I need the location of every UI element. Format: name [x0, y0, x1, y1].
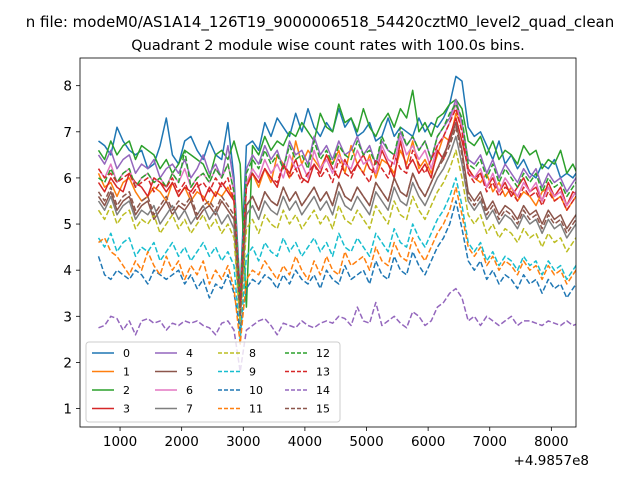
- series-line-11: [98, 186, 576, 345]
- x-tick-label: 2000: [164, 434, 198, 450]
- x-tick-label: 7000: [473, 434, 507, 450]
- legend-label-3: 3: [123, 403, 130, 416]
- legend-label-10: 10: [249, 384, 263, 397]
- x-offset-label: +4.9857e8: [514, 453, 589, 469]
- x-axis: 1000 2000 3000 4000 5000 6000 7000 8000: [103, 427, 569, 450]
- series-line-13: [97, 107, 576, 308]
- legend-label-12: 12: [316, 347, 330, 360]
- series-line-6: [97, 103, 576, 304]
- legend-label-8: 8: [249, 347, 256, 360]
- y-tick-label: 1: [63, 402, 72, 418]
- y-tick-label: 5: [63, 217, 72, 233]
- y-tick-label: 8: [63, 79, 72, 95]
- series-line-12: [98, 103, 576, 304]
- y-tick-label: 6: [63, 171, 72, 187]
- legend-label-9: 9: [249, 366, 256, 379]
- legend-label-6: 6: [186, 384, 193, 397]
- legend-label-11: 11: [249, 403, 263, 416]
- y-tick-label: 2: [63, 355, 72, 371]
- series-line-4: [97, 98, 576, 313]
- legend-label-0: 0: [123, 347, 130, 360]
- legend-label-14: 14: [316, 384, 330, 397]
- series-line-9: [97, 177, 576, 341]
- series-line-7: [97, 135, 576, 322]
- series-line-3: [97, 117, 576, 299]
- series-line-14: [98, 287, 576, 373]
- chart-title: Quadrant 2 module wise count rates with …: [131, 38, 525, 54]
- y-tick-label: 7: [63, 125, 72, 141]
- series-line-0: [98, 75, 576, 294]
- legend-label-7: 7: [186, 403, 193, 416]
- legend-label-4: 4: [186, 347, 193, 360]
- x-tick-label: 8000: [534, 434, 568, 450]
- series-line-10: [97, 200, 576, 331]
- x-tick-label: 4000: [288, 434, 322, 450]
- figure-suptitle: n file: modeM0/AS1A14_126T19_9000006518_…: [26, 13, 615, 32]
- plot-area-frame: [79, 57, 577, 428]
- series-line-15: [97, 126, 576, 318]
- legend-label-15: 15: [316, 403, 330, 416]
- x-tick-label: 3000: [226, 434, 260, 450]
- series-layer: [97, 75, 576, 373]
- x-tick-label: 5000: [349, 434, 383, 450]
- legend-label-5: 5: [186, 366, 193, 379]
- series-line-2: [97, 89, 576, 308]
- y-tick-label: 4: [63, 263, 72, 279]
- legend-label-13: 13: [316, 366, 330, 379]
- legend-label-1: 1: [123, 366, 130, 379]
- x-tick-label: 6000: [411, 434, 445, 450]
- series-line-8: [97, 149, 576, 327]
- x-tick-label: 1000: [103, 434, 137, 450]
- y-tick-label: 3: [63, 309, 72, 325]
- legend-label-2: 2: [123, 384, 130, 397]
- y-axis: 1 2 3 4 5 6 7 8: [63, 79, 80, 418]
- legend-box: [85, 341, 341, 423]
